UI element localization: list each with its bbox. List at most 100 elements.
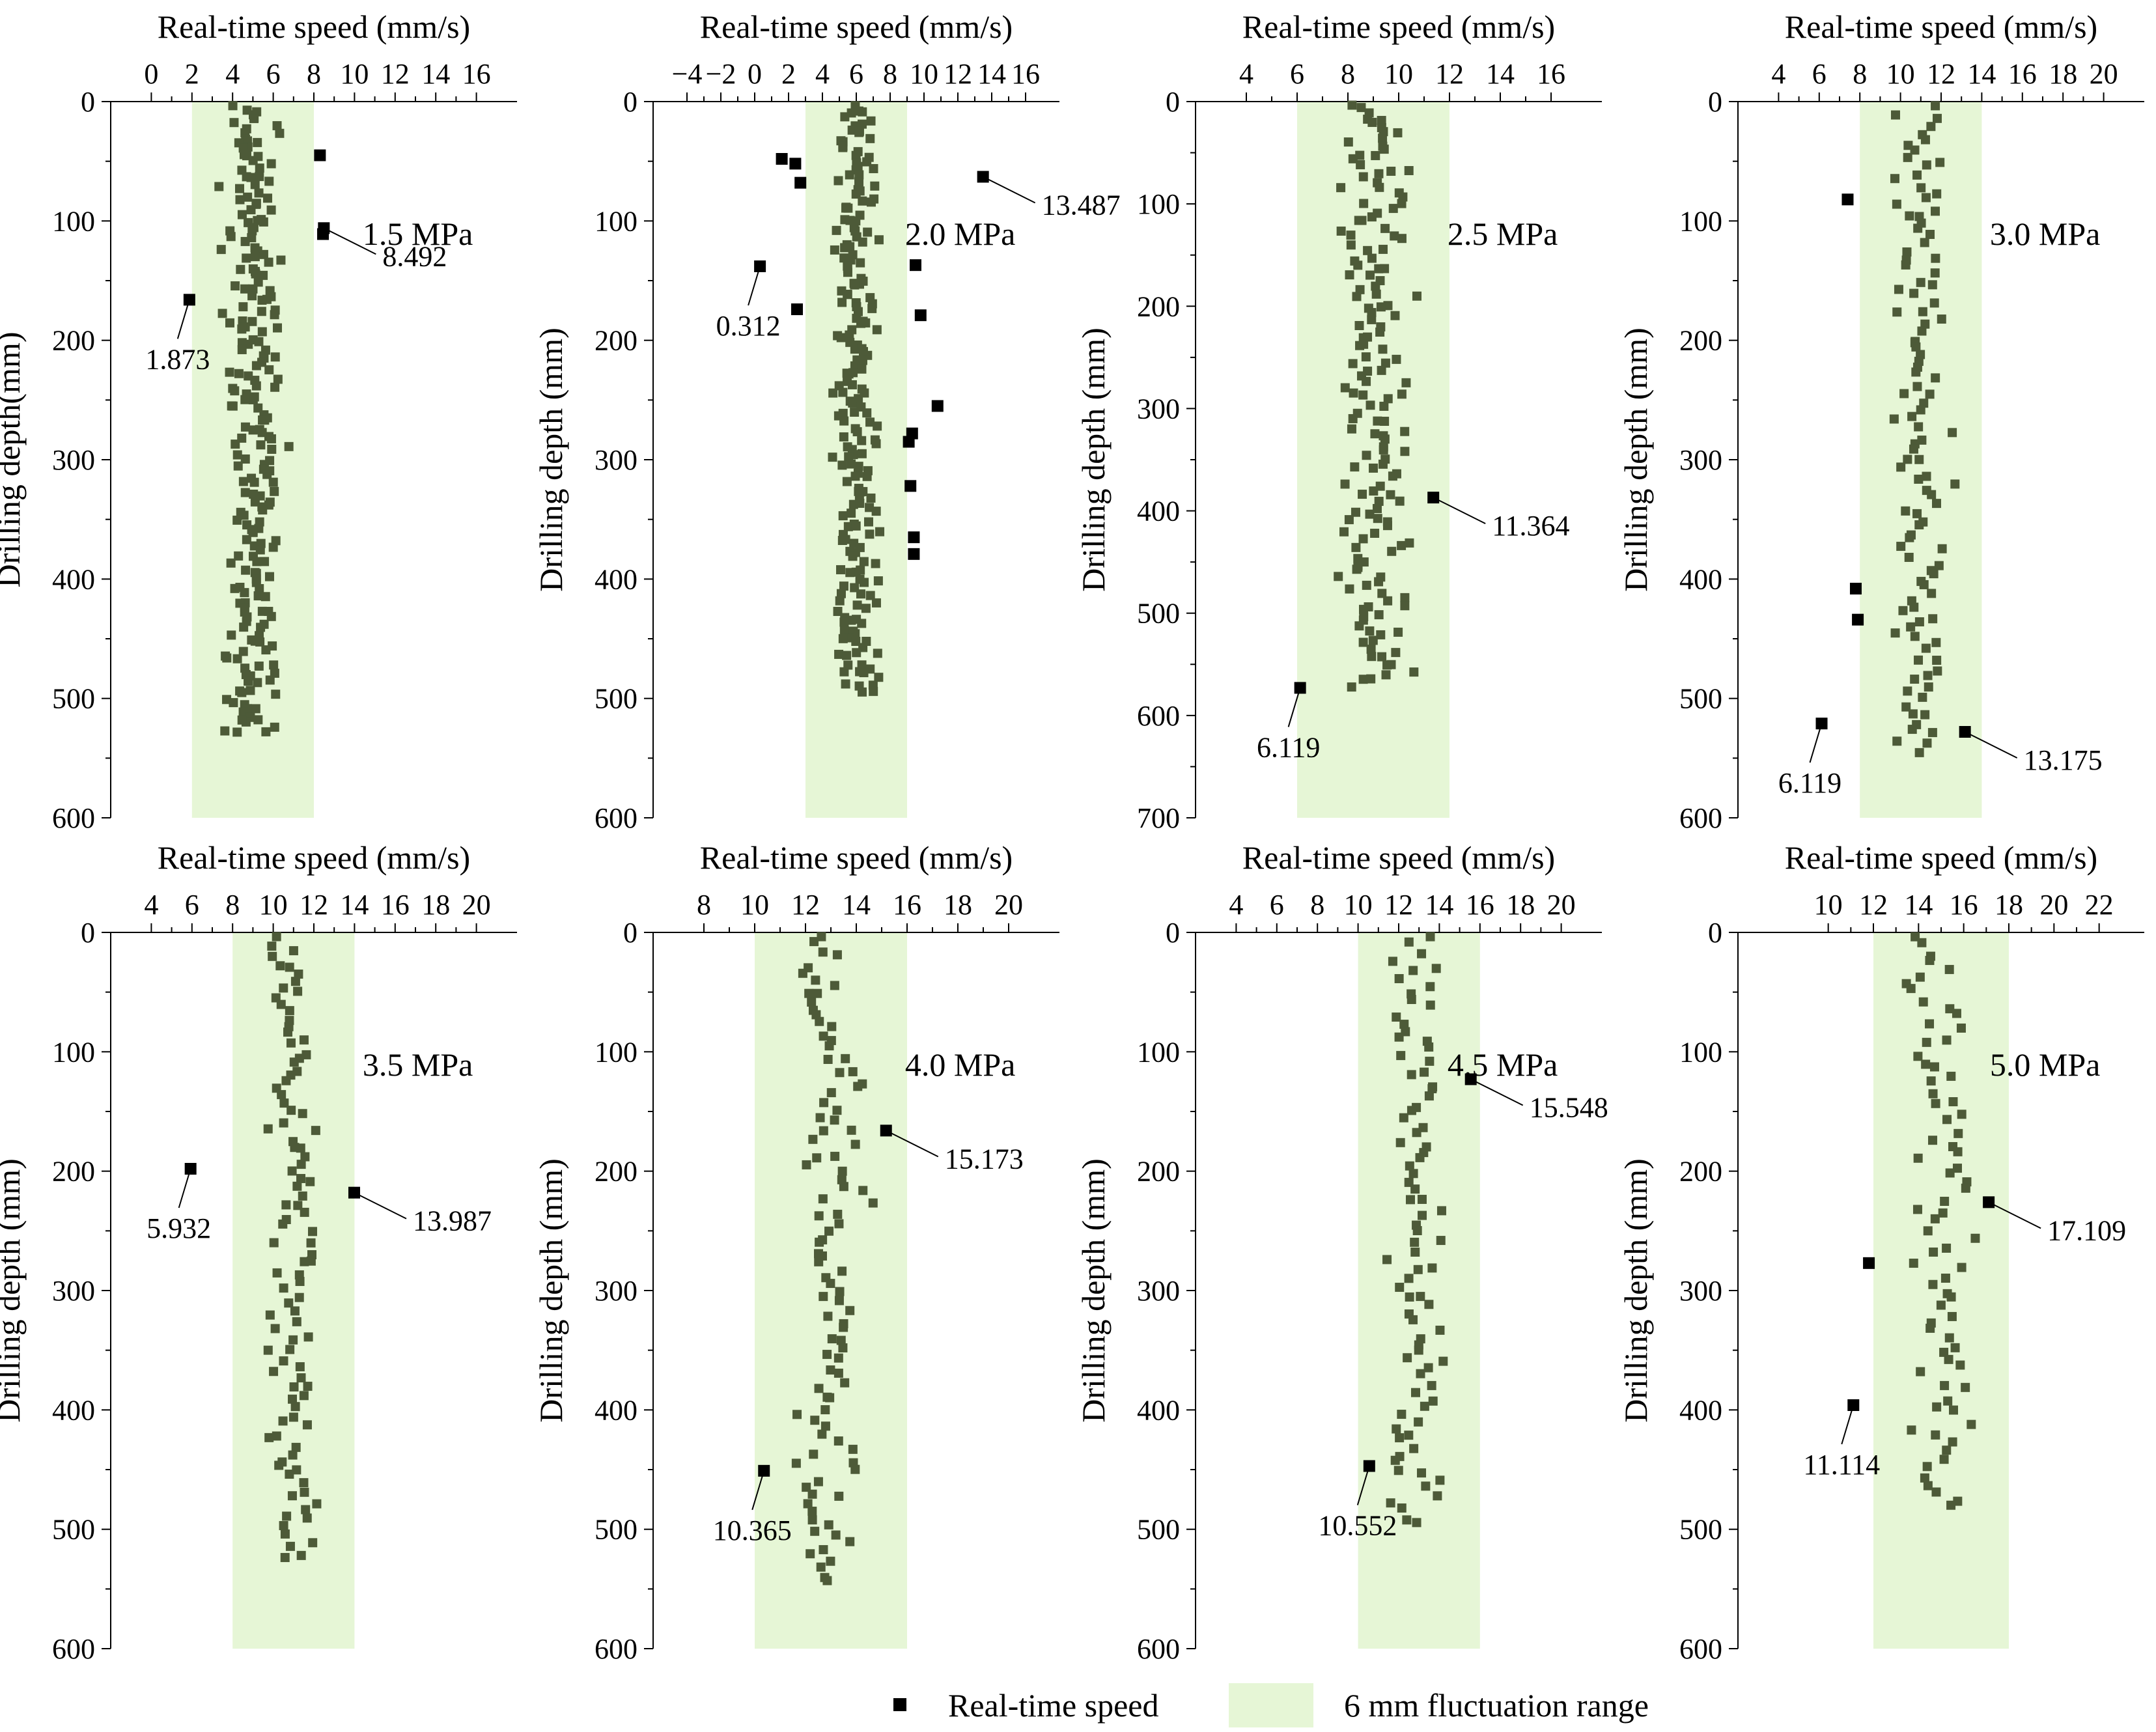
data-point	[299, 1391, 309, 1401]
data-point	[1892, 199, 1901, 209]
data-point	[248, 425, 258, 435]
data-point	[867, 303, 877, 313]
data-point	[836, 333, 846, 342]
data-point	[273, 323, 283, 333]
data-point	[1953, 1147, 1963, 1156]
data-point	[853, 1082, 863, 1091]
data-point	[1363, 245, 1373, 255]
data-point	[298, 1109, 307, 1119]
data-point	[858, 119, 867, 129]
data-point	[225, 318, 234, 328]
data-point	[245, 686, 255, 695]
y-tick-label: 300	[595, 444, 637, 476]
data-point	[254, 188, 264, 198]
data-point	[1933, 113, 1942, 123]
y-tick-label: 400	[1137, 496, 1180, 527]
data-point	[263, 1345, 273, 1355]
annotation-leader	[1433, 497, 1486, 525]
data-point	[268, 542, 278, 552]
data-point	[234, 184, 244, 193]
data-point	[1363, 332, 1373, 342]
data-point	[1914, 747, 1924, 757]
data-point	[1914, 520, 1924, 530]
data-point	[1921, 193, 1931, 203]
data-point	[1375, 182, 1384, 192]
data-point	[804, 988, 814, 998]
data-point	[216, 245, 226, 255]
data-point	[273, 374, 283, 384]
data-point	[253, 678, 262, 688]
outlier-point	[903, 436, 915, 448]
data-point	[1901, 506, 1911, 516]
outlier-point	[1849, 583, 1862, 594]
data-point	[1937, 314, 1946, 324]
outlier-annotation: 1.873	[145, 343, 210, 375]
data-point	[1894, 285, 1903, 294]
data-point	[1377, 652, 1387, 662]
outlier-annotation: 5.932	[147, 1212, 211, 1244]
data-point	[1912, 509, 1922, 518]
data-point	[268, 477, 278, 487]
y-tick-label: 500	[52, 1514, 95, 1546]
data-point	[1425, 982, 1435, 992]
data-point	[843, 290, 852, 300]
data-point	[1414, 1345, 1423, 1355]
data-point	[866, 116, 876, 126]
y-tick-label: 300	[52, 444, 95, 476]
data-point	[230, 386, 240, 396]
data-point	[1913, 1052, 1923, 1061]
x-tick-label: 6	[1290, 58, 1304, 90]
y-tick-label: 400	[1679, 1394, 1722, 1426]
data-point	[1356, 160, 1365, 170]
data-point	[1937, 544, 1947, 553]
data-point	[305, 1177, 315, 1186]
data-point	[1412, 291, 1421, 301]
data-point	[872, 325, 882, 335]
data-point	[1932, 1402, 1942, 1412]
legend: Real-time speed 6 mm fluctuation range	[893, 1683, 1649, 1727]
data-point	[833, 176, 843, 186]
data-point	[292, 1317, 301, 1326]
data-point	[1346, 240, 1356, 250]
data-point	[1914, 454, 1924, 464]
x-tick-label: 12	[944, 58, 972, 90]
data-point	[837, 1166, 847, 1176]
y-tick-label: 300	[595, 1275, 637, 1307]
data-point	[1383, 596, 1393, 606]
data-point	[870, 181, 880, 191]
data-point	[1405, 538, 1414, 548]
data-point	[1358, 675, 1368, 684]
data-point	[260, 592, 270, 602]
data-point	[289, 1057, 299, 1067]
data-point	[1920, 710, 1930, 719]
data-point	[1344, 515, 1354, 525]
data-point	[873, 421, 882, 431]
data-point	[850, 344, 860, 354]
data-point	[279, 1356, 288, 1366]
data-point	[811, 975, 820, 985]
data-point	[1387, 546, 1397, 556]
data-point	[1909, 602, 1919, 612]
data-point	[1381, 670, 1391, 680]
data-point	[311, 1126, 320, 1136]
data-point	[863, 227, 873, 237]
data-point	[1352, 292, 1362, 301]
data-point	[840, 1378, 850, 1388]
y-tick-label: 400	[595, 1394, 637, 1426]
fluctuation-band	[232, 932, 355, 1649]
panel-35-mpa: 4 6 8 10 12 14 16 18 20 Real-time speed (mm/s) 0 10…	[0, 839, 517, 1665]
data-point	[1407, 1070, 1416, 1080]
data-point	[839, 617, 849, 627]
outlier-annotation: 11.114	[1803, 1449, 1880, 1481]
data-point	[1957, 1110, 1967, 1119]
data-point	[830, 1115, 839, 1125]
data-point	[834, 1296, 844, 1306]
data-point	[841, 1054, 850, 1063]
data-point	[827, 1022, 837, 1031]
y-tick-label: 200	[1137, 290, 1180, 322]
data-point	[1340, 479, 1350, 489]
panel-30-mpa: 4 6 8 10 12 14 16 18 20 Real-time speed (mm/s) 0 10…	[1617, 8, 2144, 834]
data-point	[1366, 645, 1376, 654]
data-point	[1367, 652, 1377, 662]
